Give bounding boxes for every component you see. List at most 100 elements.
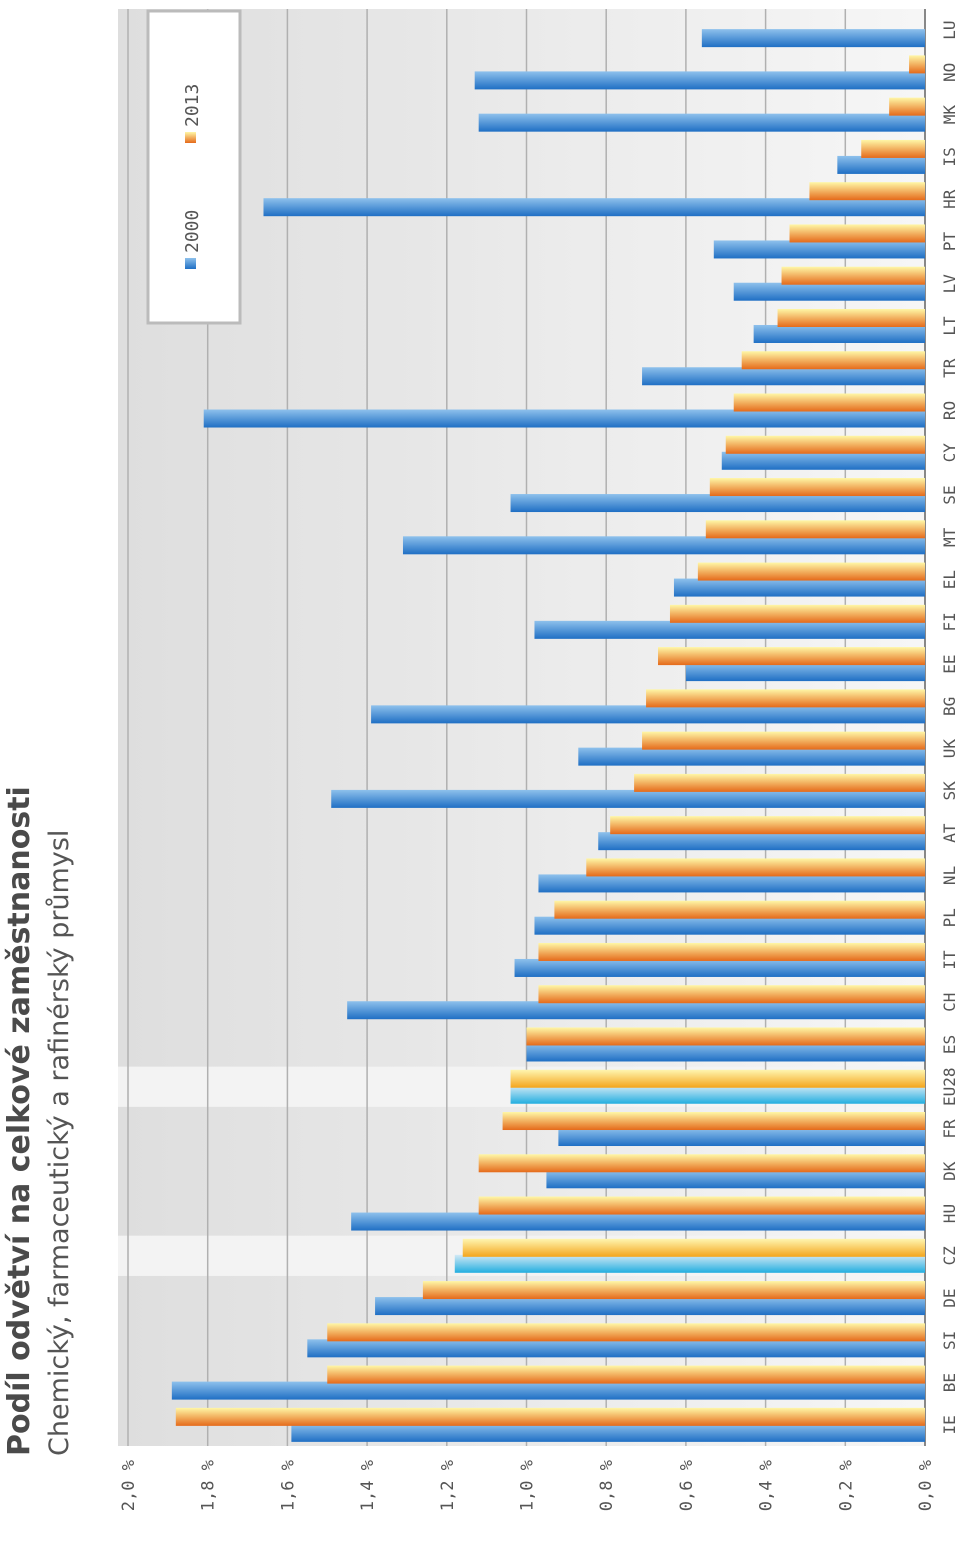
- x-tick-label: IS: [940, 147, 959, 166]
- bar-2000-se: [510, 494, 925, 513]
- x-tick-label: NL: [940, 866, 959, 885]
- bar-2000-ee: [685, 663, 926, 682]
- bar-2000-mt: [402, 536, 925, 555]
- x-tick-label: FR: [940, 1119, 959, 1139]
- bar-2000-it: [514, 958, 925, 977]
- bar-2013-mt: [705, 520, 926, 539]
- bar-2000-hu: [351, 1212, 926, 1231]
- bar-2013-de: [422, 1281, 925, 1300]
- y-tick-label: 1,8 %: [199, 1460, 219, 1511]
- x-tick-label: BE: [940, 1373, 959, 1392]
- y-tick-label: 1,0 %: [518, 1460, 538, 1511]
- bar-2000-cy: [721, 451, 926, 470]
- x-tick-label: IE: [940, 1415, 959, 1434]
- x-tick-label: FI: [940, 612, 959, 631]
- bar-2013-es: [526, 1027, 925, 1046]
- y-tick-label: 0,8 %: [597, 1460, 617, 1511]
- bar-2000-pl: [534, 916, 925, 935]
- bar-2013-is: [861, 139, 925, 158]
- bar-2013-sk: [634, 773, 925, 792]
- x-tick-label: AT: [940, 823, 959, 843]
- x-tick-label: CY: [940, 443, 959, 463]
- bar-2013-se: [709, 478, 925, 497]
- x-tick-label: CZ: [940, 1246, 959, 1266]
- bar-2000-dk: [546, 1170, 925, 1189]
- x-tick-label: BG: [940, 697, 959, 716]
- legend-label-2013: 2013: [182, 84, 203, 127]
- x-tick-label: EL: [940, 570, 959, 589]
- bar-2000-no: [474, 71, 925, 90]
- y-tick-label: 0,2 %: [836, 1460, 856, 1511]
- bar-2013-tr: [741, 351, 925, 370]
- x-tick-label: HU: [940, 1204, 959, 1223]
- bar-2000-fr: [558, 1128, 925, 1147]
- bar-2000-lv: [733, 282, 925, 301]
- bar-2000-at: [598, 832, 925, 851]
- bar-2000-ch: [347, 1001, 925, 1020]
- bar-2013-pl: [554, 900, 926, 919]
- bar-2013-lt: [777, 308, 925, 327]
- bar-2013-no: [909, 55, 925, 74]
- y-tick-label: 0,6 %: [677, 1460, 697, 1511]
- x-tick-label: PL: [940, 908, 959, 927]
- bar-2013-hu: [478, 1196, 925, 1215]
- bar-2013-bg: [646, 689, 925, 708]
- bar-2013-lv: [781, 266, 925, 285]
- bar-2000-hr: [263, 198, 925, 217]
- bar-2013-cz: [462, 1238, 925, 1257]
- bar-2013-be: [327, 1365, 925, 1384]
- y-tick-label: 1,2 %: [438, 1460, 458, 1511]
- y-tick-label: 2,0 %: [119, 1460, 139, 1511]
- bar-2013-ro: [733, 393, 925, 412]
- bar-2013-eu28: [510, 1069, 925, 1088]
- x-tick-label: HR: [940, 189, 959, 209]
- bar-2000-fi: [534, 620, 925, 639]
- y-tick-label: 0,4 %: [757, 1460, 777, 1511]
- x-tick-label: NO: [940, 63, 959, 82]
- bar-2013-pt: [789, 224, 926, 243]
- x-tick-label: DK: [940, 1161, 959, 1181]
- bar-2013-fi: [669, 604, 926, 623]
- legend-label-2000: 2000: [182, 210, 203, 253]
- bar-2000-el: [673, 578, 925, 597]
- legend-swatch-2013: [185, 132, 196, 143]
- x-tick-label: MK: [940, 105, 959, 125]
- bar-2013-si: [327, 1323, 925, 1342]
- bar-2013-el: [697, 562, 925, 581]
- bar-2000-ro: [203, 409, 925, 428]
- x-tick-label: EU28: [940, 1067, 959, 1106]
- bar-2013-nl: [586, 858, 926, 877]
- x-tick-label: MT: [940, 527, 959, 547]
- bar-2000-nl: [538, 874, 926, 893]
- bar-2000-de: [375, 1297, 925, 1316]
- x-tick-label: UK: [940, 739, 959, 759]
- bar-2013-dk: [478, 1154, 925, 1173]
- x-tick-label: RO: [940, 401, 959, 420]
- bar-2013-at: [610, 816, 925, 835]
- bar-2000-uk: [578, 747, 925, 766]
- bar-2013-it: [538, 942, 926, 961]
- x-tick-label: LT: [940, 316, 959, 336]
- bar-2000-pt: [713, 240, 925, 259]
- bar-2000-sk: [331, 789, 925, 808]
- bar-2000-es: [526, 1043, 925, 1062]
- bar-2000-mk: [478, 113, 925, 132]
- x-tick-label: SI: [940, 1331, 959, 1350]
- bar-2000-tr: [642, 367, 925, 386]
- x-tick-label: DE: [940, 1288, 959, 1307]
- y-tick-label: 0,0 %: [916, 1460, 936, 1511]
- x-tick-label: ES: [940, 1035, 959, 1054]
- bar-2000-lu: [701, 29, 926, 48]
- bar-2013-hr: [809, 182, 925, 201]
- bar-2013-ee: [658, 647, 925, 666]
- legend-box: [146, 9, 242, 325]
- x-tick-label: SK: [940, 781, 959, 801]
- legend-swatch-2000: [185, 258, 196, 269]
- x-tick-label: CH: [940, 993, 959, 1012]
- y-tick-label: 1,4 %: [358, 1460, 378, 1511]
- bar-2013-mk: [889, 97, 926, 116]
- x-tick-label: LV: [940, 274, 959, 294]
- bar-2000-be: [171, 1381, 925, 1400]
